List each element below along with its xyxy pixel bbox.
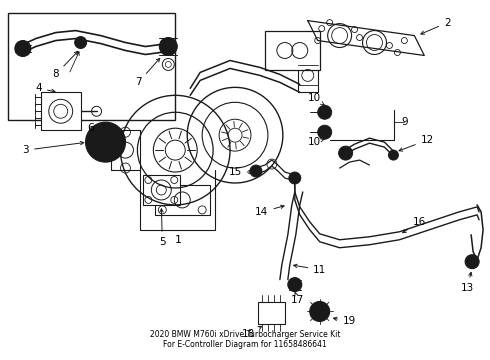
Text: 12: 12 <box>399 135 434 151</box>
Bar <box>265 31 319 71</box>
Circle shape <box>389 150 398 160</box>
Text: 2: 2 <box>421 18 450 34</box>
Text: 13: 13 <box>461 273 474 293</box>
Text: 19: 19 <box>334 316 356 327</box>
Text: 8: 8 <box>52 51 78 80</box>
Circle shape <box>310 302 330 321</box>
Bar <box>258 302 285 324</box>
Bar <box>41 92 81 130</box>
Text: 10: 10 <box>308 137 324 147</box>
Text: 9: 9 <box>401 117 408 127</box>
Text: 10: 10 <box>308 93 324 105</box>
Circle shape <box>15 41 31 57</box>
Text: 1: 1 <box>175 235 182 245</box>
Circle shape <box>339 146 353 160</box>
Text: 15: 15 <box>228 167 252 177</box>
Bar <box>298 58 318 92</box>
Text: 16: 16 <box>403 217 426 233</box>
Text: 4: 4 <box>35 84 55 93</box>
Text: 2020 BMW M760i xDrive Turbocharger Service Kit
For E-Controller Diagram for 1165: 2020 BMW M760i xDrive Turbocharger Servi… <box>150 330 340 349</box>
Text: 6: 6 <box>87 123 94 133</box>
Bar <box>144 175 180 205</box>
Circle shape <box>86 122 125 162</box>
Text: 17: 17 <box>291 292 304 305</box>
Bar <box>111 130 141 170</box>
Circle shape <box>318 125 332 139</box>
Bar <box>155 185 210 215</box>
Text: 3: 3 <box>23 141 84 155</box>
Text: 5: 5 <box>159 209 166 247</box>
Text: 18: 18 <box>242 327 262 339</box>
Circle shape <box>289 172 301 184</box>
Text: 7: 7 <box>135 58 160 87</box>
Text: 14: 14 <box>255 205 284 217</box>
Circle shape <box>250 165 262 177</box>
Circle shape <box>159 37 177 55</box>
Circle shape <box>288 278 302 292</box>
Text: 11: 11 <box>294 264 326 275</box>
Circle shape <box>318 105 332 119</box>
Circle shape <box>74 37 87 49</box>
Circle shape <box>465 255 479 269</box>
Bar <box>8 13 175 120</box>
